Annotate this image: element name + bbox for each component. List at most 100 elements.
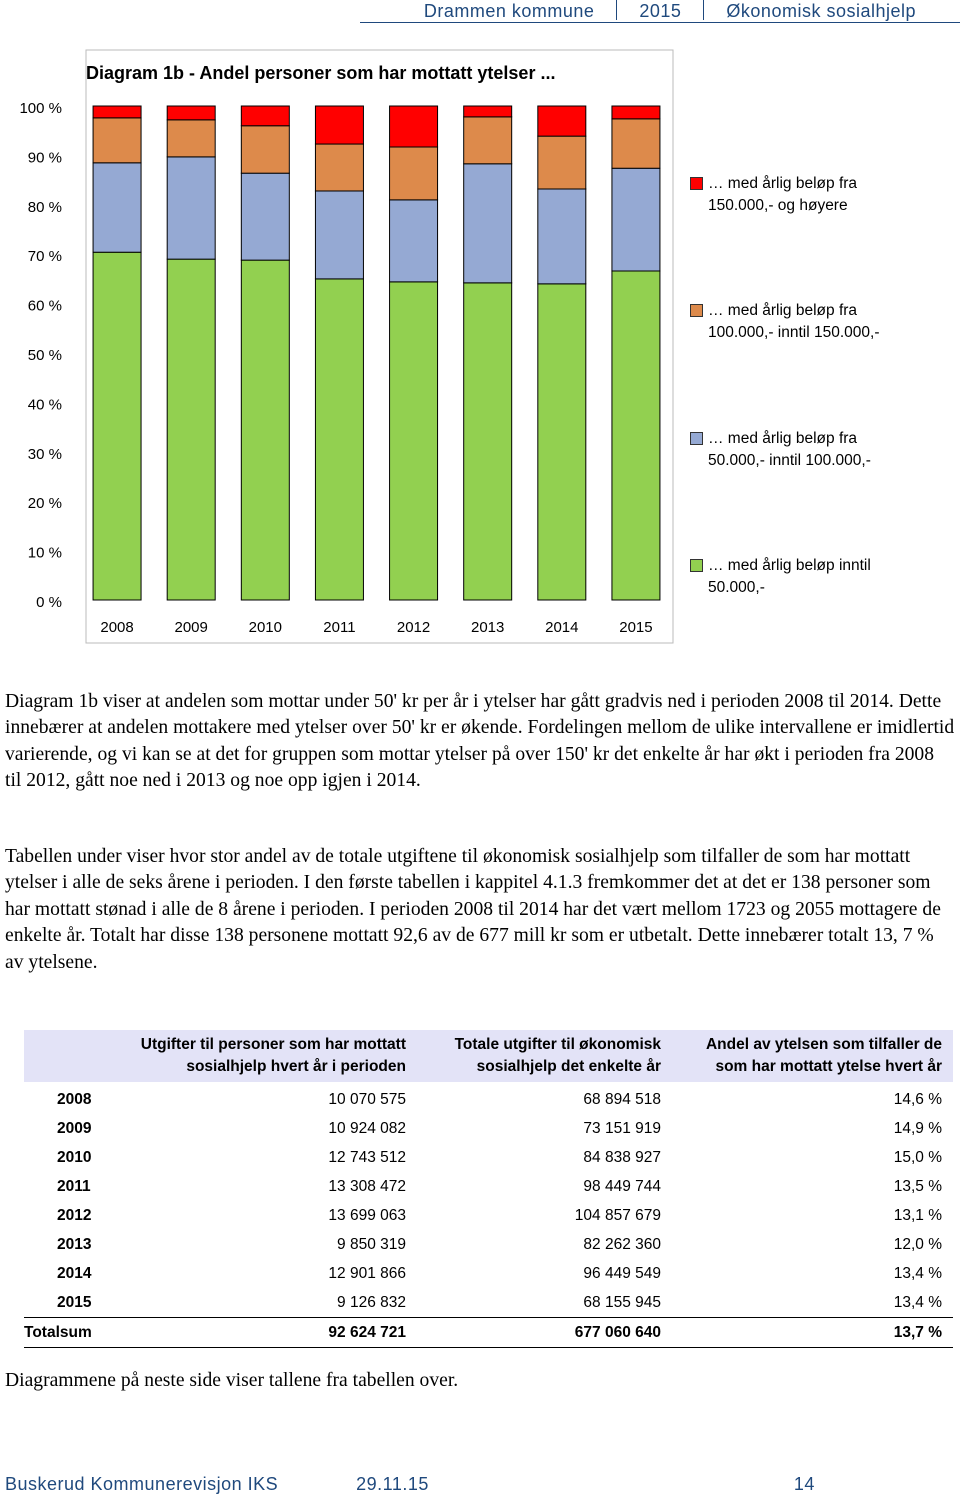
table-cell: 9 126 832: [337, 1294, 406, 1311]
legend-entry: … med årlig beløp inntil 50.000,-: [690, 555, 900, 599]
row-label: 2010: [57, 1149, 92, 1166]
table-cell: 96 449 549: [583, 1265, 661, 1282]
legend-label: … med årlig beløp inntil 50.000,-: [708, 557, 871, 596]
paragraph: Diagram 1b viser at andelen som mottar u…: [5, 691, 955, 792]
table-row: 2011 13 308 472 98 449 744 13,5 %: [24, 1172, 953, 1201]
table-cell: 13,1 %: [893, 1207, 942, 1224]
bar-segment: [463, 282, 513, 601]
bar-segment: [537, 283, 587, 601]
table-cell: 13,5 %: [893, 1178, 942, 1195]
header-rule: [360, 22, 960, 23]
table-cell: 12 743 512: [328, 1149, 406, 1166]
bar-segment: [92, 105, 142, 119]
x-tick-label: 2011: [323, 619, 355, 636]
x-tick-label: 2008: [100, 619, 133, 636]
y-tick-label: 10 %: [28, 545, 62, 562]
legend-swatch: [690, 432, 703, 445]
legend-entry: … med årlig beløp fra 100.000,- inntil 1…: [690, 300, 900, 344]
header-item: 2015: [639, 1, 682, 21]
x-tick-label: 2010: [249, 619, 282, 636]
bar-segment: [314, 278, 364, 601]
column-header: Andel av ytelsen som tilfaller de som har…: [706, 1034, 942, 1078]
bar-segment: [389, 281, 439, 601]
row-label: 2008: [57, 1091, 92, 1108]
table-cell: 10 924 082: [328, 1120, 406, 1137]
bar-segment: [166, 105, 216, 121]
x-tick-label: 2012: [397, 619, 430, 636]
row-label: 2011: [57, 1178, 91, 1195]
page-number: 14: [793, 1474, 815, 1494]
bar-segment: [240, 105, 290, 127]
chart-title: Diagram 1b - Andel personer som har mott…: [86, 63, 555, 83]
table-cell: 14,9 %: [893, 1120, 942, 1137]
footer-org: Buskerud Kommunerevisjon IKS: [5, 1474, 279, 1494]
bar-segment: [92, 251, 142, 601]
table-cell: 15,0 %: [893, 1149, 942, 1166]
row-label: 2009: [57, 1120, 92, 1137]
table-row: 2015 9 126 832 68 155 945 13,4 %: [24, 1288, 953, 1317]
legend-entry: … med årlig beløp fra 150.000,- og høyer…: [690, 173, 900, 217]
bar-segment: [240, 259, 290, 601]
x-tick-label: 2015: [619, 619, 652, 636]
bar-segment: [611, 270, 661, 601]
bar-segment: [611, 105, 661, 120]
bar-segment: [92, 162, 142, 253]
total-row: Totalsum 92 624 721 677 060 640 13,7 %: [24, 1317, 953, 1348]
bar-segment: [389, 146, 439, 201]
bar-segment: [463, 116, 513, 165]
table-cell: 13,4 %: [893, 1294, 942, 1311]
table-cell: 68 155 945: [583, 1294, 661, 1311]
x-tick-label: 2013: [471, 619, 504, 636]
table-cell: 677 060 640: [574, 1324, 661, 1341]
y-tick-label: 70 %: [28, 248, 62, 265]
page-header: Drammen kommune 2015 Økonomisk sosialhjelp: [424, 0, 916, 22]
paragraph: Diagrammene på neste side viser tallene …: [5, 1370, 459, 1391]
bar-segment: [389, 199, 439, 283]
legend-label: … med årlig beløp fra 50.000,- inntil 10…: [708, 430, 871, 469]
y-tick-label: 90 %: [28, 149, 62, 166]
row-label: 2012: [57, 1207, 92, 1224]
bar-segment: [240, 172, 290, 261]
header-item: Økonomisk sosialhjelp: [726, 1, 916, 21]
table-cell: 104 857 679: [574, 1207, 661, 1224]
bar-segment: [537, 135, 587, 190]
chart: Diagram 1b - Andel personer som har mott…: [19, 49, 674, 644]
table-cell: 13,7 %: [893, 1324, 942, 1341]
table-cell: 13 699 063: [328, 1207, 406, 1224]
bar-segment: [166, 119, 216, 158]
header-line: sosialhjelp hvert år i perioden: [186, 1058, 406, 1075]
bar-segment: [92, 117, 142, 164]
table-cell: 84 838 927: [583, 1149, 661, 1166]
bar-segment: [389, 105, 439, 148]
column-header: Utgifter til personer som har mottatt sos…: [141, 1034, 406, 1078]
separator: [703, 0, 705, 20]
y-tick-label: 50 %: [28, 347, 62, 364]
y-tick-label: 30 %: [28, 446, 62, 463]
table-row: 2008 10 070 575 68 894 518 14,6 %: [24, 1085, 953, 1114]
table-cell: 68 894 518: [583, 1091, 661, 1108]
y-tick-label: 20 %: [28, 495, 62, 512]
row-label: 2014: [57, 1265, 92, 1282]
page-footer: Buskerud Kommunerevisjon IKS 29.11.15 14: [5, 1474, 815, 1495]
bar-segment: [314, 105, 364, 145]
bar-segment: [537, 105, 587, 137]
row-label: Totalsum: [24, 1324, 92, 1341]
legend-swatch: [690, 304, 703, 317]
legend-swatch: [690, 559, 703, 572]
table-cell: 92 624 721: [328, 1324, 406, 1341]
bar-segment: [463, 105, 513, 118]
y-tick-label: 60 %: [28, 298, 62, 315]
x-tick-label: 2009: [175, 619, 208, 636]
table-row: 2012 13 699 063 104 857 679 13,1 %: [24, 1201, 953, 1230]
header-line: Totale utgifter til økonomisk: [454, 1036, 661, 1053]
y-tick-label: 40 %: [28, 396, 62, 413]
bar-segment: [240, 125, 290, 174]
table-cell: 10 070 575: [328, 1091, 406, 1108]
bar-segment: [537, 188, 587, 285]
legend-label: … med årlig beløp fra 150.000,- og høyer…: [708, 175, 858, 214]
header-line: Utgifter til personer som har mottatt: [140, 1036, 406, 1053]
separator: [616, 0, 618, 20]
table-cell: 73 151 919: [583, 1120, 661, 1137]
bar-segment: [314, 143, 364, 192]
